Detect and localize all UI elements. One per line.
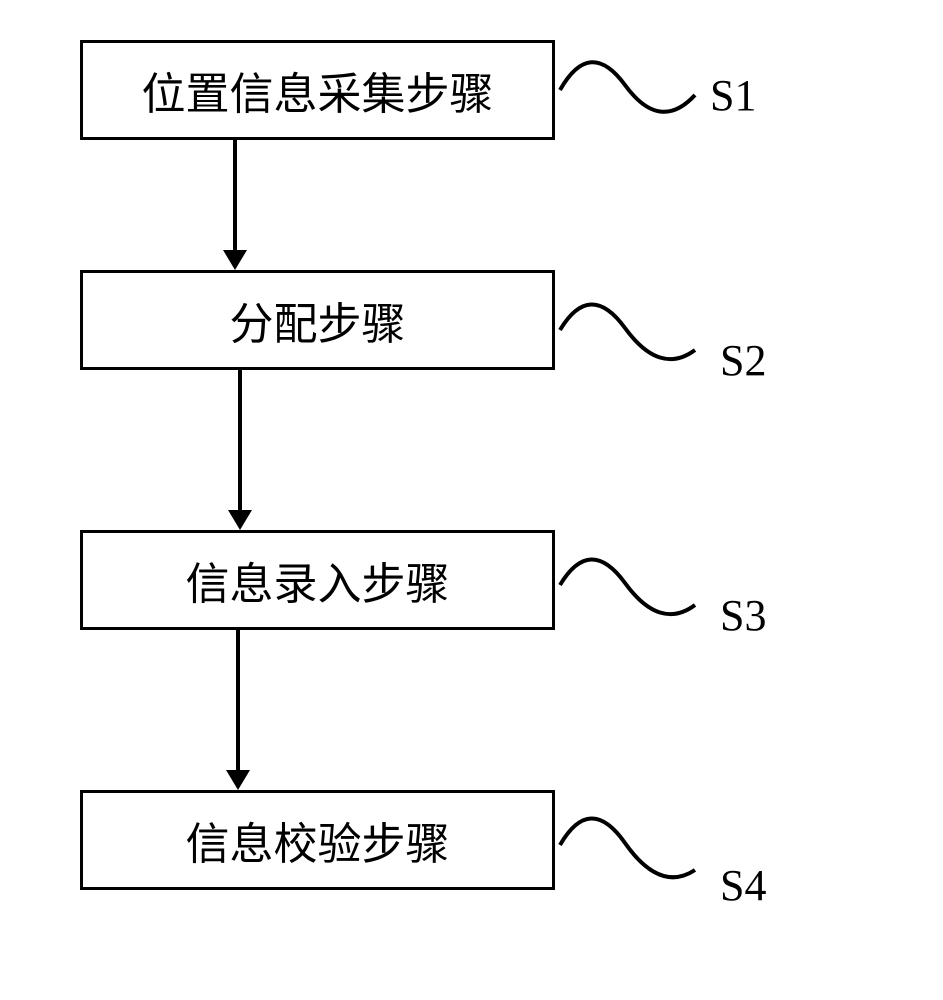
step-label-s4: S4 — [720, 860, 766, 911]
step-box-s1: 位置信息采集步骤 — [80, 40, 555, 140]
step-box-s4: 信息校验步骤 — [80, 790, 555, 890]
step-text-s2: 分配步骤 — [230, 288, 406, 352]
arrow-s1-s2 — [225, 140, 245, 270]
connector-s1 — [560, 55, 700, 130]
step-label-s2: S2 — [720, 335, 766, 386]
step-box-s2: 分配步骤 — [80, 270, 555, 370]
step-box-s3: 信息录入步骤 — [80, 530, 555, 630]
arrow-s2-s3 — [230, 370, 250, 530]
connector-s4 — [560, 815, 700, 900]
step-label-s1: S1 — [710, 70, 756, 121]
connector-s3 — [560, 555, 700, 635]
connector-s2 — [560, 300, 700, 380]
arrow-s3-s4 — [228, 630, 248, 790]
step-text-s3: 信息录入步骤 — [186, 548, 450, 612]
step-label-s3: S3 — [720, 590, 766, 641]
step-text-s1: 位置信息采集步骤 — [142, 58, 494, 122]
step-text-s4: 信息校验步骤 — [186, 808, 450, 872]
